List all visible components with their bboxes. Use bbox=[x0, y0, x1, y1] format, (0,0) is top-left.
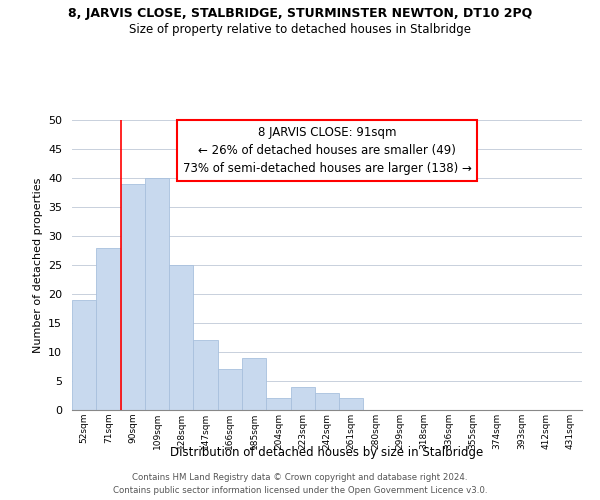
Bar bbox=[96, 248, 121, 410]
Bar bbox=[169, 265, 193, 410]
Text: Size of property relative to detached houses in Stalbridge: Size of property relative to detached ho… bbox=[129, 22, 471, 36]
Bar bbox=[218, 370, 242, 410]
Bar bbox=[290, 387, 315, 410]
Bar bbox=[121, 184, 145, 410]
Bar bbox=[193, 340, 218, 410]
Text: 8, JARVIS CLOSE, STALBRIDGE, STURMINSTER NEWTON, DT10 2PQ: 8, JARVIS CLOSE, STALBRIDGE, STURMINSTER… bbox=[68, 8, 532, 20]
Bar bbox=[72, 300, 96, 410]
Bar bbox=[242, 358, 266, 410]
Bar bbox=[266, 398, 290, 410]
Bar bbox=[145, 178, 169, 410]
Text: 8 JARVIS CLOSE: 91sqm
← 26% of detached houses are smaller (49)
73% of semi-deta: 8 JARVIS CLOSE: 91sqm ← 26% of detached … bbox=[182, 126, 472, 175]
Bar bbox=[339, 398, 364, 410]
Y-axis label: Number of detached properties: Number of detached properties bbox=[32, 178, 43, 352]
Text: Contains HM Land Registry data © Crown copyright and database right 2024.
Contai: Contains HM Land Registry data © Crown c… bbox=[113, 474, 487, 495]
Text: Distribution of detached houses by size in Stalbridge: Distribution of detached houses by size … bbox=[170, 446, 484, 459]
Bar bbox=[315, 392, 339, 410]
